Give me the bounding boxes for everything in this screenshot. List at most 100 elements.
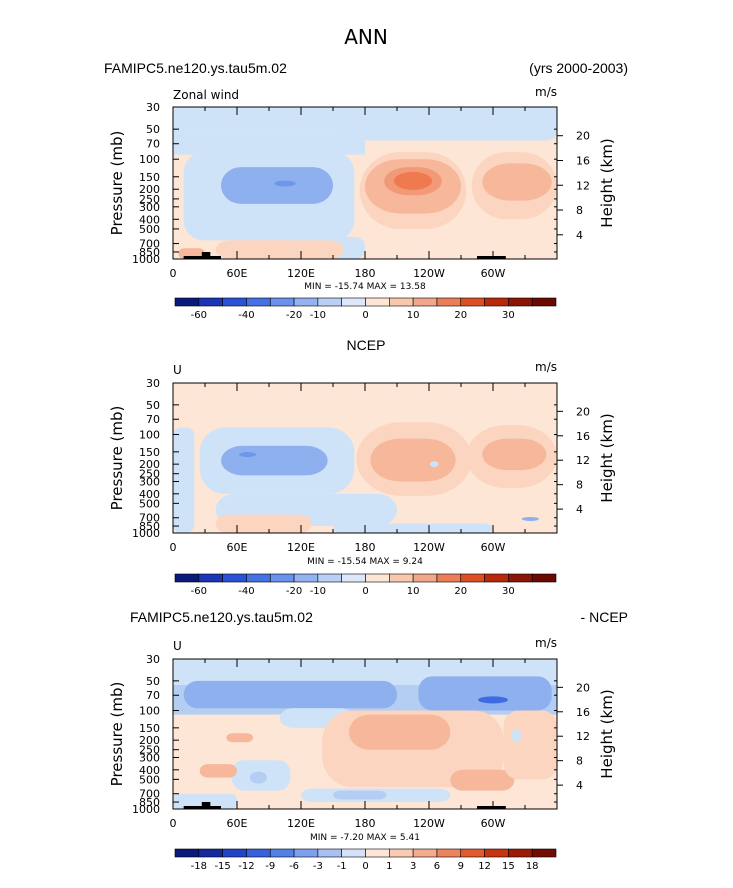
- colorbar-swatch: [460, 848, 485, 858]
- lon-tick-label: 0: [170, 267, 177, 280]
- easterly-small: [521, 516, 539, 521]
- pressure-tick-label: 850: [139, 796, 160, 809]
- colorbar-swatch: [412, 297, 438, 307]
- colorbar-label: 20: [454, 310, 467, 321]
- colorbar-label: -20: [286, 310, 302, 321]
- plot-0: 3050701001502002503004005007008501000481…: [108, 85, 616, 292]
- lower-westerly: [215, 240, 344, 259]
- colorbar-swatch: [198, 573, 223, 583]
- colorbar-label: 10: [407, 586, 420, 597]
- colorbar-1: -60 -40 -20 -10 0 10 20 30: [174, 573, 557, 597]
- pressure-tick-label: 30: [146, 377, 160, 390]
- colorbar-swatch: [174, 297, 200, 307]
- pressure-tick-label: 150: [139, 171, 160, 184]
- colorbar-swatch: [389, 297, 414, 307]
- easterly-max: [239, 452, 257, 458]
- colorbar-swatch: [531, 573, 557, 583]
- pressure-tick-label: 300: [139, 201, 160, 214]
- height-tick-label: 16: [576, 154, 590, 167]
- colorbar-swatch: [222, 297, 247, 307]
- colorbar-swatch: [508, 848, 533, 858]
- pressure-tick-label: 200: [139, 183, 160, 196]
- lon-tick-label: 60W: [481, 267, 506, 280]
- pressure-tick-label: 500: [139, 773, 160, 786]
- colorbar-swatch: [389, 573, 414, 583]
- easterly-core: [221, 445, 328, 476]
- pressure-tick-label: 250: [139, 193, 160, 206]
- colorbar-swatch: [365, 848, 390, 858]
- pressure-tick-label: 850: [139, 246, 160, 259]
- height-tick-label: 12: [576, 179, 590, 192]
- lon-tick-label: 0: [170, 817, 177, 830]
- easterly-band: [173, 133, 365, 155]
- lon-tick-label: 180: [355, 817, 376, 830]
- easterly-west: [173, 427, 195, 533]
- y-axis-label: Pressure (mb): [108, 682, 126, 787]
- plot-units: m/s: [535, 85, 557, 99]
- topography-andes: [477, 256, 506, 259]
- easterly-strat: [333, 119, 557, 141]
- lon-tick-label: 60E: [227, 817, 248, 830]
- lon-tick-label: 120E: [287, 817, 315, 830]
- colorbar-0: -60 -40 -20 -10 0 10 20 30: [174, 297, 557, 321]
- colorbar-label: 18: [526, 861, 539, 872]
- pressure-tick-label: 250: [139, 744, 160, 757]
- y-axis-label: Pressure (mb): [108, 406, 126, 511]
- colorbar-swatch: [174, 573, 200, 583]
- y-axis-label: Pressure (mb): [108, 131, 126, 236]
- colorbar-label: 9: [458, 861, 464, 872]
- colorbar-swatch: [365, 297, 390, 307]
- colorbar-swatch: [246, 297, 271, 307]
- negative-surface: [173, 793, 237, 809]
- westerly-jet-2: [482, 163, 552, 201]
- colorbar-label: -12: [238, 861, 254, 872]
- pressure-tick-label: 50: [146, 675, 160, 688]
- height-tick-label: 8: [576, 479, 583, 492]
- y-axis-label-right: Height (km): [598, 413, 616, 502]
- pressure-tick-label: 100: [139, 705, 160, 718]
- lower-westerly: [215, 514, 312, 533]
- pressure-tick-label: 500: [139, 497, 160, 510]
- pressure-tick-label: 70: [146, 413, 160, 426]
- height-tick-label: 20: [576, 681, 590, 694]
- plot-subtitle: Zonal wind: [173, 88, 239, 102]
- topography-andes: [477, 806, 506, 809]
- colorbar-swatch: [341, 297, 366, 307]
- colorbar-swatch: [222, 848, 247, 858]
- height-tick-label: 8: [576, 755, 583, 768]
- negative-max: [478, 696, 508, 704]
- plot-units: m/s: [535, 360, 557, 374]
- colorbar-swatch: [531, 297, 557, 307]
- height-tick-label: 4: [576, 503, 583, 516]
- colorbar-label: -60: [191, 586, 207, 597]
- colorbar-swatch: [412, 573, 438, 583]
- colorbar-swatch: [341, 573, 366, 583]
- min-max-stats: MIN = -7.20 MAX = 5.41: [310, 833, 420, 843]
- pressure-tick-label: 250: [139, 468, 160, 481]
- height-tick-label: 8: [576, 204, 583, 217]
- colorbar-swatch: [293, 848, 319, 858]
- pressure-tick-label: 300: [139, 475, 160, 488]
- field-layer: [173, 659, 557, 809]
- colorbar-label: -40: [238, 586, 254, 597]
- lon-tick-label: 120W: [413, 267, 445, 280]
- colorbar-label: 0: [362, 586, 368, 597]
- colorbar-swatch: [293, 297, 319, 307]
- lon-tick-label: 120W: [413, 541, 445, 554]
- pressure-tick-label: 400: [139, 488, 160, 501]
- plot-2: 3050701001502002503004005007008501000481…: [108, 636, 616, 843]
- colorbar-label: -18: [191, 861, 207, 872]
- colorbar-swatch: [460, 573, 485, 583]
- colorbar-label: 15: [502, 861, 515, 872]
- westerly-jet-max: [393, 171, 433, 190]
- colorbar-swatch: [246, 573, 271, 583]
- plot-title-center: NCEP: [347, 337, 386, 353]
- colorbar-label: -20: [286, 586, 302, 597]
- height-tick-label: 12: [576, 454, 590, 467]
- lon-tick-label: 60W: [481, 817, 506, 830]
- colorbar-swatch: [269, 848, 295, 858]
- colorbar-swatch: [460, 297, 485, 307]
- colorbar-swatch: [436, 573, 462, 583]
- y-axis-label-right: Height (km): [598, 138, 616, 227]
- colorbar-swatch: [269, 573, 295, 583]
